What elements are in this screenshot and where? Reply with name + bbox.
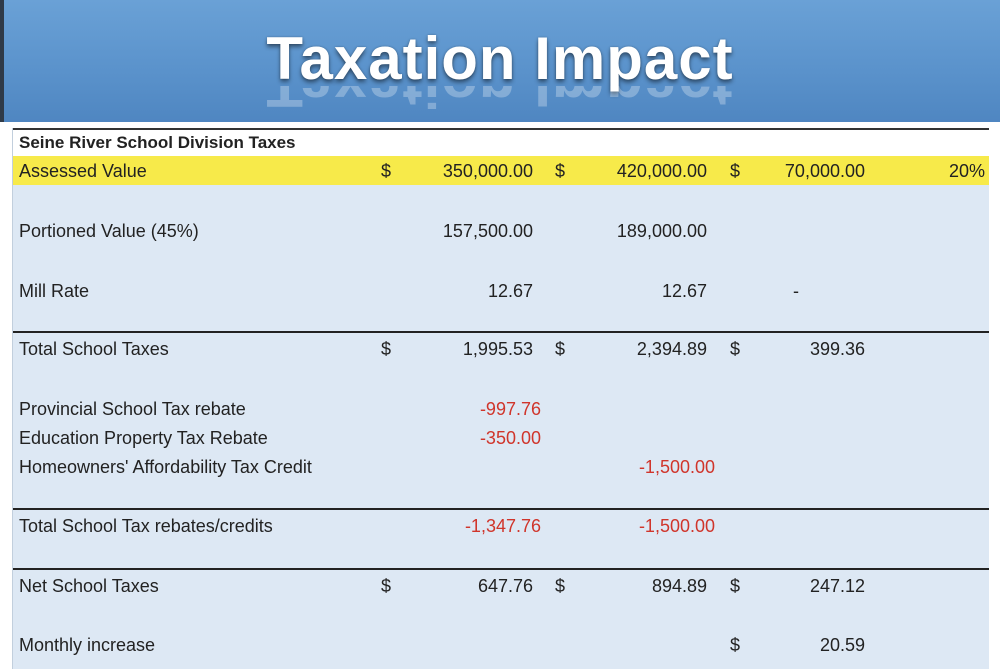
divider (13, 331, 989, 333)
dollar-sign: $ (555, 339, 566, 359)
total-rebates-after: -1,500.00 (638, 516, 715, 536)
provincial-rebate-before: -997.76 (479, 399, 541, 419)
dollar-sign: $ (730, 339, 741, 359)
dollar-sign: $ (730, 161, 741, 181)
mill-rate-before: 12.67 (487, 281, 533, 301)
title-reflection: Taxation Impact (0, 86, 1000, 116)
portioned-value-before: 157,500.00 (442, 221, 533, 241)
row-label-mill-rate: Mill Rate (19, 281, 90, 301)
monthly-increase-value: 20.59 (819, 635, 865, 655)
dollar-sign: $ (730, 635, 741, 655)
dollar-sign: $ (555, 161, 566, 181)
title-banner (0, 0, 1000, 122)
row-label-net-school-taxes: Net School Taxes (19, 576, 159, 596)
assessed-value-after: 420,000.00 (616, 161, 707, 181)
total-rebates-before: -1,347.76 (464, 516, 541, 536)
row-label-assessed-value: Assessed Value (19, 161, 147, 181)
row-label-total-school-taxes: Total School Taxes (19, 339, 169, 359)
slide-title: Taxation Impact (266, 25, 734, 92)
table-heading-row (13, 128, 989, 158)
net-school-taxes-before: 647.76 (477, 576, 533, 596)
education-rebate-before: -350.00 (479, 428, 541, 448)
net-school-taxes-after: 894.89 (651, 576, 707, 596)
row-label-total-rebates: Total School Tax rebates/credits (19, 516, 273, 536)
total-school-taxes-change: 399.36 (809, 339, 865, 359)
portioned-value-after: 189,000.00 (616, 221, 707, 241)
dollar-sign: $ (381, 576, 392, 596)
assessed-value-change: 70,000.00 (784, 161, 865, 181)
divider (13, 508, 989, 510)
dollar-sign: $ (381, 161, 392, 181)
dollar-sign: $ (730, 576, 741, 596)
mill-rate-change: - (793, 281, 799, 301)
assessed-value-percent: 20% (948, 161, 985, 181)
dollar-sign: $ (555, 576, 566, 596)
dollar-sign: $ (381, 339, 392, 359)
title-reflection-text: Taxation Impact (266, 86, 733, 116)
row-label-monthly-increase: Monthly increase (19, 635, 156, 655)
table-heading: Seine River School Division Taxes (19, 133, 296, 152)
divider (13, 568, 989, 570)
slide-title-wrap: Taxation Impact (0, 24, 1000, 94)
total-school-taxes-after: 2,394.89 (636, 339, 707, 359)
total-school-taxes-before: 1,995.53 (462, 339, 533, 359)
tax-table: Seine River School Division Taxes Assess… (12, 128, 989, 669)
mill-rate-after: 12.67 (661, 281, 707, 301)
assessed-value-highlight (13, 156, 989, 185)
assessed-value-before: 350,000.00 (442, 161, 533, 181)
homeowners-credit-after: -1,500.00 (638, 457, 715, 477)
row-label-provincial-rebate: Provincial School Tax rebate (19, 399, 246, 419)
row-label-portioned-value: Portioned Value (45%) (19, 221, 199, 241)
net-school-taxes-change: 247.12 (809, 576, 865, 596)
row-label-education-rebate: Education Property Tax Rebate (19, 428, 268, 448)
row-label-homeowners-credit: Homeowners' Affordability Tax Credit (19, 457, 312, 477)
